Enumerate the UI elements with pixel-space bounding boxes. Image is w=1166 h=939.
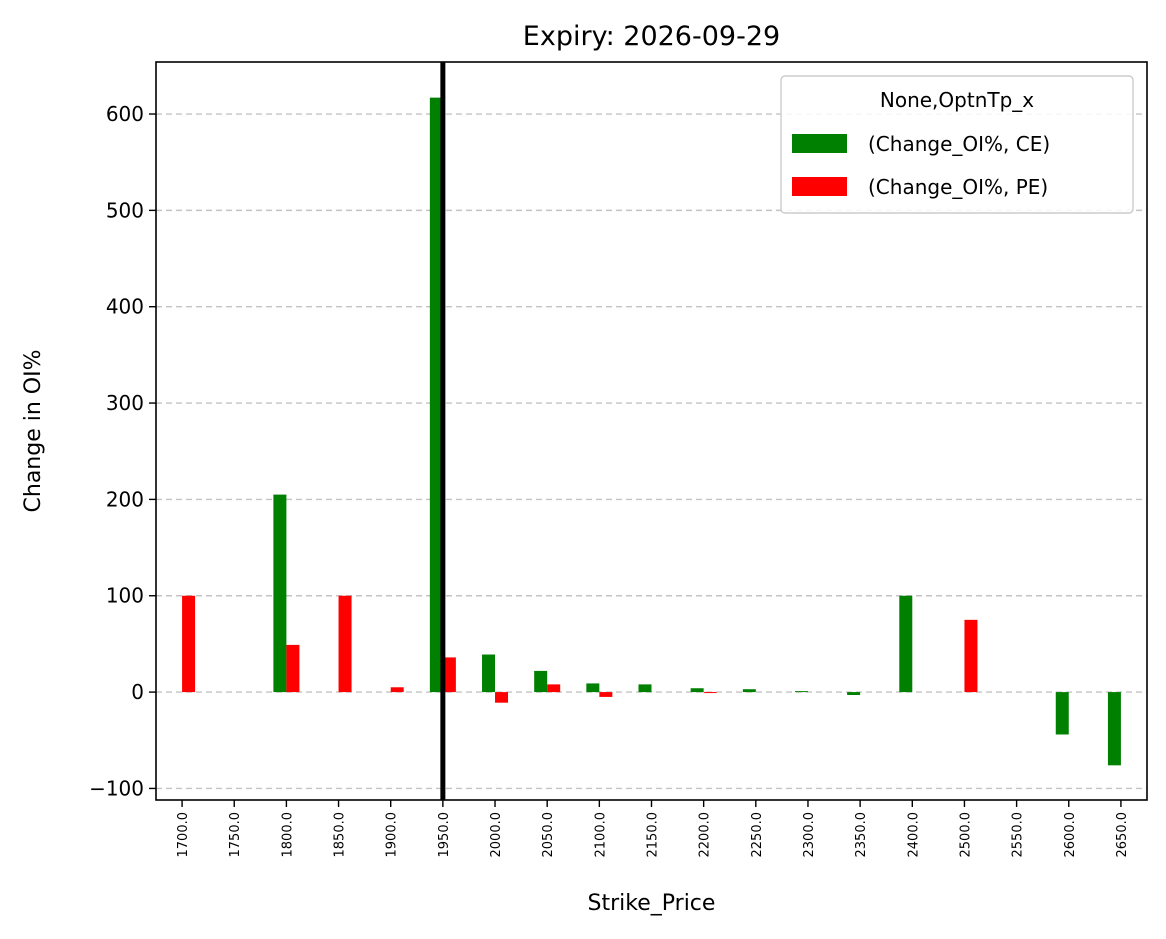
bar-pe-2000.0 [495,692,509,703]
bar-pe-1800.0 [286,644,300,693]
x-tick-label: 1850.0 [333,812,348,858]
bar-pe-2500.0 [964,619,978,693]
y-tick-label: −100 [89,776,144,800]
x-axis-label: Strike_Price [588,891,716,916]
x-tick-label: 2350.0 [854,812,869,858]
legend-box [780,75,1134,214]
x-tick-label: 2150.0 [646,812,661,858]
bar-ce-1800.0 [273,494,287,693]
y-tick-label: 600 [106,102,144,126]
legend-title: None,OptnTp_x [880,88,1034,112]
bars [182,97,1121,766]
bar-ce-2600.0 [1055,692,1069,735]
chart-title: Expiry: 2026-09-29 [523,21,780,52]
bar-pe-1950.0 [442,657,456,693]
bar-ce-2150.0 [638,684,652,693]
x-tick-label: 2100.0 [593,812,608,858]
bar-ce-2650.0 [1107,692,1121,766]
x-tick-label: 2300.0 [802,812,817,858]
bar-ce-2050.0 [534,670,548,693]
legend-swatch-ce [792,134,847,153]
x-tick-label: 2250.0 [750,812,765,858]
x-axis: 1700.0 1750.0 1800.0 1850.0 1900.0 1950.0 2000… [176,800,1130,858]
bar-ce-2200.0 [690,688,704,693]
y-axis-label: Change in OI% [21,350,46,513]
y-tick-label: 200 [106,487,144,511]
bar-ce-2350.0 [847,692,861,695]
bar-pe-1850.0 [338,595,352,693]
x-tick-label: 1750.0 [228,812,243,858]
x-tick-label: 2650.0 [1115,812,1130,858]
bar-ce-2100.0 [586,683,600,693]
y-axis: −100 0 100 200 300 400 500 600 [89,102,156,800]
bar-ce-2250.0 [742,689,756,693]
x-tick-label: 2550.0 [1011,812,1026,858]
legend: None,OptnTp_x (Change_OI%, CE) (Change_O… [780,75,1134,214]
y-tick-label: 500 [106,198,144,222]
bar-pe-2100.0 [599,692,613,697]
legend-label-ce: (Change_OI%, CE) [868,132,1050,156]
bar-ce-2400.0 [899,595,913,693]
x-tick-label: 1950.0 [437,812,452,858]
x-tick-label: 2400.0 [906,812,921,858]
x-tick-label: 1700.0 [176,812,191,858]
x-tick-label: 2050.0 [541,812,556,858]
bar-pe-1900.0 [390,687,404,693]
bar-pe-1700.0 [182,595,196,693]
y-tick-label: 100 [106,584,144,608]
x-tick-label: 1800.0 [280,812,295,858]
x-tick-label: 2000.0 [489,812,504,858]
bar-ce-2300.0 [794,691,808,693]
legend-label-pe: (Change_OI%, PE) [868,175,1048,199]
bar-ce-1950.0 [429,97,443,693]
grid-lines [156,113,1147,790]
bar-pe-2200.0 [703,692,717,694]
x-tick-label: 2500.0 [958,812,973,858]
y-tick-label: 400 [106,295,144,319]
y-tick-label: 300 [106,391,144,415]
bar-pe-2050.0 [547,684,561,693]
x-tick-label: 2200.0 [698,812,713,858]
x-tick-label: 2600.0 [1063,812,1078,858]
y-tick-label: 0 [131,680,144,704]
bar-ce-2000.0 [482,654,496,693]
x-tick-label: 1900.0 [385,812,400,858]
legend-swatch-pe [792,177,847,196]
